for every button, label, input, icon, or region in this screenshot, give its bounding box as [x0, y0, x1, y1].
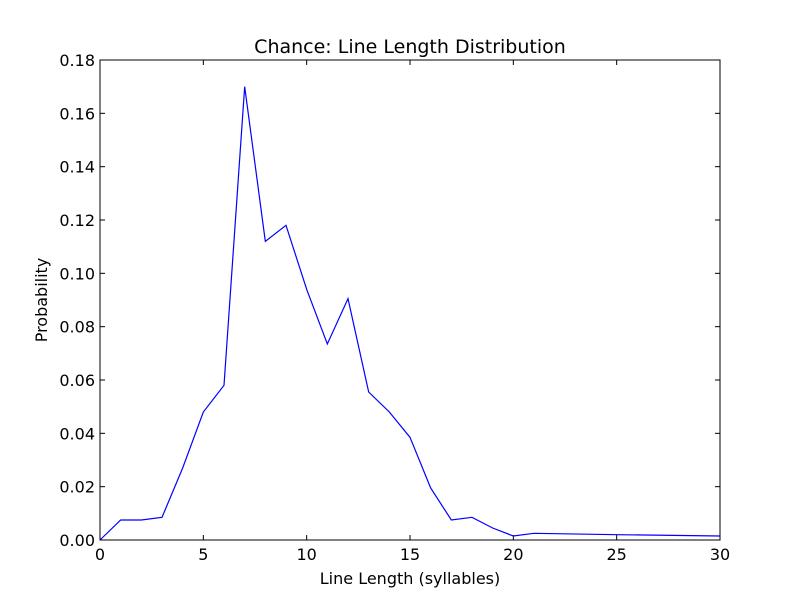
y-tick-label: 0.14 — [59, 158, 95, 177]
y-axis-label: Probability — [32, 258, 51, 343]
y-tick-label: 0.12 — [59, 211, 95, 230]
y-tick-label: 0.00 — [59, 531, 95, 550]
x-tick-label: 25 — [606, 545, 626, 564]
plot-frame — [99, 59, 721, 541]
y-tick-label: 0.16 — [59, 104, 95, 123]
x-tick-label: 15 — [400, 545, 420, 564]
x-tick-label: 0 — [95, 545, 105, 564]
series-layer — [99, 86, 721, 541]
chart-title: Chance: Line Length Distribution — [254, 36, 566, 58]
y-tick-label: 0.06 — [59, 371, 95, 390]
y-tick-label: 0.18 — [59, 51, 95, 70]
x-tick-label: 10 — [296, 545, 316, 564]
x-axis-label: Line Length (syllables) — [320, 569, 500, 588]
series-line — [99, 86, 721, 541]
y-tick-label: 0.10 — [59, 264, 95, 283]
y-tick-label: 0.04 — [59, 424, 95, 443]
ticks-layer: 0 5 10 15 20 25 30 0.00 0.02 0.04 0.06 0.08 0.10 0.12… — [59, 51, 730, 564]
y-tick-label: 0.02 — [59, 478, 95, 497]
x-tick-label: 20 — [503, 545, 523, 564]
x-tick-label: 5 — [198, 545, 208, 564]
y-tick-label: 0.08 — [59, 318, 95, 337]
x-tick-label: 30 — [710, 545, 730, 564]
